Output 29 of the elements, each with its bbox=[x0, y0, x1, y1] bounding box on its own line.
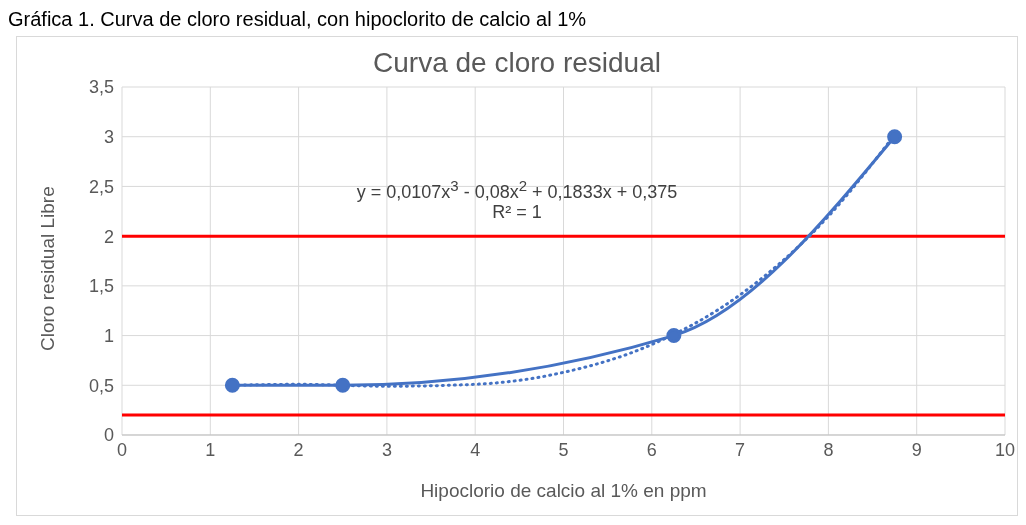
y-tick-label: 2,5 bbox=[88, 176, 114, 197]
y-axis-title: Cloro residual Libre bbox=[36, 186, 58, 351]
x-tick-label: 8 bbox=[823, 439, 834, 460]
y-tick-label: 1 bbox=[103, 325, 114, 346]
y-tick-label: 2 bbox=[103, 226, 114, 247]
y-tick-label: 3,5 bbox=[88, 77, 114, 98]
x-tick-label: 4 bbox=[470, 439, 481, 460]
x-tick-label: 9 bbox=[911, 439, 922, 460]
point bbox=[887, 129, 903, 145]
x-tick-label: 7 bbox=[735, 439, 746, 460]
chart-title: Curva de cloro residual bbox=[372, 47, 662, 79]
x-axis-title: Hipoclorio de calcio al 1% en ppm bbox=[420, 480, 707, 501]
x-tick-label: 2 bbox=[293, 439, 304, 460]
y-tick-label: 0 bbox=[103, 425, 114, 446]
x-tick-label: 10 bbox=[994, 439, 1016, 460]
annotation: y = 0,0107x$^{3}$ - 0,08x$^{2}$ + 0,1833x + 0,375 bbox=[355, 177, 679, 203]
y-tick-label: 3 bbox=[103, 127, 114, 148]
y-tick-label: 1,5 bbox=[88, 276, 114, 297]
x-tick-label: 3 bbox=[381, 439, 392, 460]
point bbox=[666, 328, 682, 344]
point bbox=[335, 377, 351, 393]
text: Gráfica 1. Curva de cloro residual, con hipoclorito de calcio al 1% bbox=[8, 8, 587, 31]
point bbox=[224, 377, 240, 393]
x-tick-label: 6 bbox=[646, 439, 657, 460]
annotation: R² = 1 bbox=[491, 202, 543, 223]
y-tick-label: 0,5 bbox=[88, 375, 114, 396]
x-tick-label: 5 bbox=[558, 439, 569, 460]
x-tick-label: 1 bbox=[205, 439, 216, 460]
x-tick-label: 0 bbox=[116, 439, 128, 460]
